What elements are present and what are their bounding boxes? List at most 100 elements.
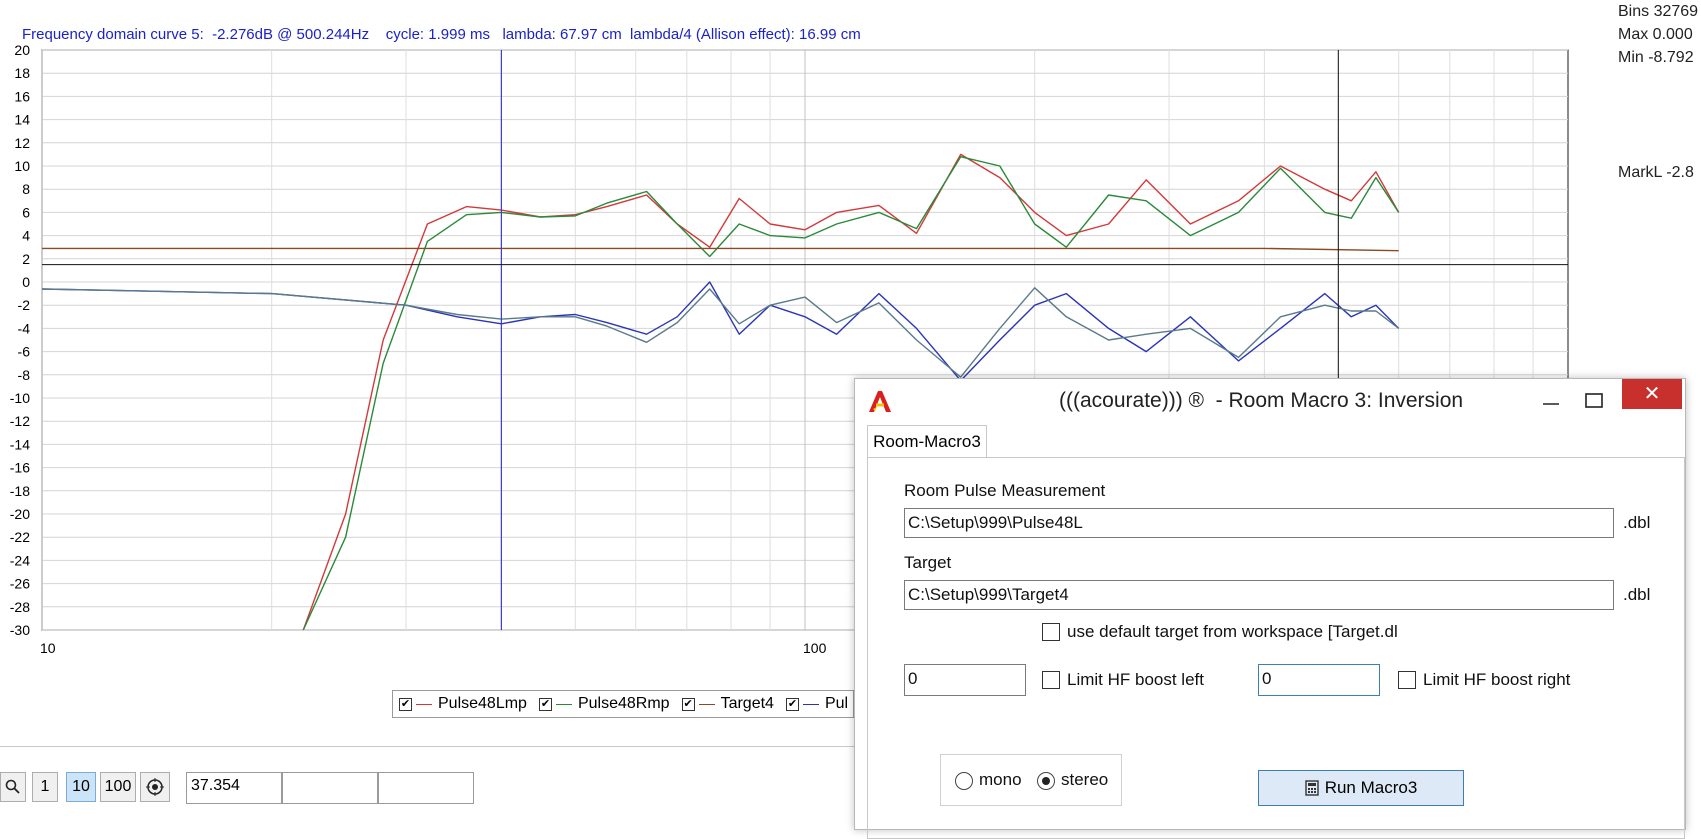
calculator-icon xyxy=(1304,780,1319,796)
hf-right-label: Limit HF boost right xyxy=(1423,670,1571,689)
radio-selected-dot xyxy=(1042,777,1050,785)
y-tick-label: -20 xyxy=(10,506,30,522)
toolbar-divider xyxy=(0,746,860,747)
min-readout: Min -8.792 xyxy=(1618,49,1694,66)
minimize-icon[interactable] xyxy=(1537,387,1565,415)
legend-checkbox[interactable]: ✔ xyxy=(785,697,799,711)
run-macro-label: Run Macro3 xyxy=(1324,778,1418,797)
close-button[interactable]: ✕ xyxy=(1622,379,1682,409)
dialog-titlebar[interactable]: (((acourate))) ® - Room Macro 3: Inversi… xyxy=(855,379,1685,421)
zoom-button[interactable] xyxy=(0,772,26,802)
legend-swatch xyxy=(555,703,572,705)
y-tick-label: -6 xyxy=(18,344,31,360)
hf-left-label: Limit HF boost left xyxy=(1067,670,1204,689)
legend-checkbox[interactable]: ✔ xyxy=(399,697,412,711)
legend-swatch xyxy=(698,703,715,705)
legend-swatch xyxy=(802,703,819,705)
legend-item[interactable]: ✔ Pul xyxy=(785,695,849,713)
y-tick-label: -24 xyxy=(10,552,30,568)
position-field[interactable]: 37.354 xyxy=(186,772,282,804)
legend-label: Pulse48Rmp xyxy=(577,695,670,712)
x-tick-label: 100 xyxy=(803,640,827,656)
y-tick-label: -14 xyxy=(10,436,30,452)
maximize-icon[interactable] xyxy=(1581,387,1609,415)
scale-100-button[interactable]: 100 xyxy=(100,772,136,802)
legend-label: Pulse48Lmp xyxy=(438,695,527,712)
hf-right-checkbox[interactable] xyxy=(1398,671,1416,689)
y-axis-ticks: 20181614121086420-2-4-6-8-10-12-14-16-18… xyxy=(10,42,30,638)
hf-right-input[interactable]: 0 xyxy=(1258,664,1380,696)
default-target-checkbox[interactable] xyxy=(1042,623,1060,641)
legend-item[interactable]: ✔ Pulse48Rmp xyxy=(538,695,670,713)
target-ext-label: .dbl xyxy=(1623,585,1651,604)
legend-item[interactable]: ✔ Target4 xyxy=(681,695,774,713)
x-axis-ticks: 10 100 xyxy=(40,640,827,656)
dialog-title: (((acourate))) ® - Room Macro 3: Inversi… xyxy=(1059,389,1464,412)
plot-grid xyxy=(41,49,1569,631)
legend-swatch xyxy=(416,703,432,705)
y-tick-label: 2 xyxy=(22,251,30,267)
target-label: Target xyxy=(904,553,952,572)
x-tick-label: 10 xyxy=(40,640,56,656)
y-tick-label: -26 xyxy=(10,576,30,592)
stereo-label: stereo xyxy=(1061,770,1109,789)
tab-room-macro3[interactable]: Room-Macro3 xyxy=(867,425,987,457)
y-tick-label: -16 xyxy=(10,460,30,476)
y-tick-label: -22 xyxy=(10,529,30,545)
y-tick-label: 10 xyxy=(14,158,30,174)
frequency-response-plot[interactable]: 20181614121086420-2-4-6-8-10-12-14-16-18… xyxy=(0,0,1701,816)
right-stats-panel: Bins 32769 Max 0.000 Min -8.792 MarkL -2… xyxy=(1618,0,1698,184)
run-macro-button[interactable]: Run Macro3 xyxy=(1258,770,1464,806)
series-line-2 xyxy=(42,247,1399,252)
target-icon xyxy=(146,778,164,796)
room-pulse-ext-label: .dbl xyxy=(1623,513,1651,532)
y-tick-label: 0 xyxy=(22,274,30,290)
room-pulse-input[interactable]: C:\Setup\999\Pulse48L xyxy=(904,508,1614,538)
y-tick-label: 16 xyxy=(14,88,30,104)
legend-item[interactable]: ✔ Pulse48Lmp xyxy=(399,695,527,713)
acourate-logo-icon xyxy=(869,391,891,412)
magnifier-icon xyxy=(5,779,20,794)
y-tick-label: -2 xyxy=(18,297,31,313)
y-tick-label: -10 xyxy=(10,390,30,406)
plot-curves xyxy=(41,153,1400,631)
hf-left-input[interactable]: 0 xyxy=(904,664,1026,696)
target-input[interactable]: C:\Setup\999\Target4 xyxy=(904,580,1614,610)
legend-label: Pul xyxy=(824,695,849,712)
y-tick-label: -12 xyxy=(10,413,30,429)
y-tick-label: 6 xyxy=(22,204,30,220)
y-tick-label: -4 xyxy=(18,320,31,336)
value-field-2[interactable] xyxy=(282,772,378,804)
series-line-3 xyxy=(41,281,1400,382)
mono-label: mono xyxy=(979,770,1022,789)
bins-readout: Bins 32769 xyxy=(1618,3,1699,20)
markl-readout: MarkL -2.8 xyxy=(1618,164,1694,181)
channel-mode-group: mono stereo xyxy=(940,754,1122,806)
y-tick-label: 20 xyxy=(14,42,30,58)
curve-info-readout: Frequency domain curve 5: -2.276dB @ 500… xyxy=(22,26,861,43)
target-button[interactable] xyxy=(140,772,170,802)
stereo-radio[interactable] xyxy=(1037,772,1055,790)
y-tick-label: 8 xyxy=(22,181,30,197)
default-target-label: use default target from workspace [Targe… xyxy=(1067,622,1398,641)
y-tick-label: 14 xyxy=(14,112,30,128)
hf-left-checkbox[interactable] xyxy=(1042,671,1060,689)
y-tick-label: 12 xyxy=(14,135,30,151)
close-icon: ✕ xyxy=(1643,383,1661,405)
plot-legend: ✔ Pulse48Lmp ✔ Pulse48Rmp ✔ Target4 ✔ Pul xyxy=(392,690,854,718)
scale-1-button[interactable]: 1 xyxy=(32,772,58,802)
value-field-3[interactable] xyxy=(378,772,474,804)
legend-label: Target4 xyxy=(720,695,774,712)
y-tick-label: -18 xyxy=(10,483,30,499)
y-tick-label: 4 xyxy=(22,228,30,244)
legend-checkbox[interactable]: ✔ xyxy=(681,697,695,711)
room-pulse-label: Room Pulse Measurement xyxy=(904,481,1106,500)
mono-radio[interactable] xyxy=(955,772,973,790)
y-tick-label: 18 xyxy=(14,65,30,81)
y-tick-label: -28 xyxy=(10,599,30,615)
max-readout: Max 0.000 xyxy=(1618,26,1693,43)
y-tick-label: -8 xyxy=(18,367,31,383)
legend-checkbox[interactable]: ✔ xyxy=(538,697,552,711)
scale-10-button[interactable]: 10 xyxy=(66,772,96,802)
series-line-4 xyxy=(41,287,1400,378)
